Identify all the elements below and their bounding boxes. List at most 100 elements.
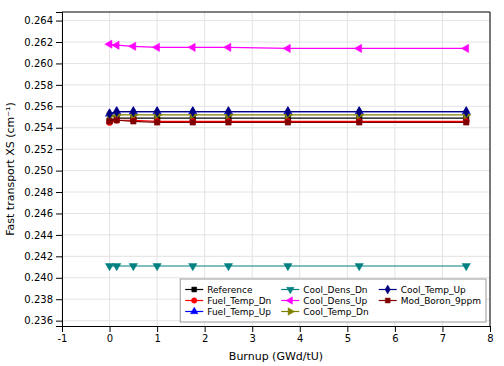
- grid-line: [490, 12, 491, 326]
- marker: [154, 107, 160, 117]
- tick: 2: [202, 326, 208, 344]
- tick: 4: [297, 326, 303, 344]
- tick-label: 0.238: [24, 294, 53, 305]
- tick-mark: [205, 326, 206, 332]
- marker: [153, 264, 161, 271]
- grid-line: [62, 84, 490, 85]
- legend-item: Cool_Temp_Dn: [281, 307, 368, 317]
- tick-mark: [56, 213, 62, 214]
- marker: [113, 264, 121, 271]
- tick-mark: [56, 256, 62, 257]
- tick-mark: [56, 106, 62, 107]
- legend-box: [180, 279, 486, 322]
- x-axis-title: Burnup (GWd/tU): [229, 350, 323, 363]
- grid-line: [62, 127, 490, 128]
- tick-label: 0.244: [24, 230, 53, 241]
- tick: 5: [345, 326, 351, 344]
- legend-item: Mod_Boron_9ppm: [379, 296, 481, 306]
- marker: [106, 119, 112, 125]
- legend-symbol: [385, 298, 390, 303]
- tick-label: 0.242: [24, 251, 53, 262]
- tick-label: 0.262: [24, 37, 53, 48]
- legend-symbol: [287, 287, 294, 293]
- tick-mark: [157, 326, 158, 332]
- tick-label: 0: [107, 333, 113, 344]
- tick: 1: [154, 326, 160, 344]
- tick: 0.254: [24, 122, 62, 133]
- x-axis: -1012345678: [58, 326, 494, 344]
- tick-label: 0.254: [24, 122, 53, 133]
- marker: [356, 107, 362, 117]
- marker: [356, 120, 361, 125]
- grid-line: [62, 256, 490, 257]
- tick-label: 4: [297, 333, 303, 344]
- legend-label: Fuel_Temp_Up: [207, 307, 271, 317]
- tick-label: 0.236: [24, 315, 53, 326]
- frame: [62, 12, 490, 13]
- tick-label: 0.264: [24, 15, 53, 26]
- grid-line: [157, 12, 158, 326]
- marker: [188, 43, 195, 51]
- tick-label: 0.256: [24, 101, 53, 112]
- marker: [463, 120, 468, 125]
- tick-label: 0.248: [24, 187, 53, 198]
- marker: [107, 119, 112, 124]
- legend-symbol: [288, 308, 294, 315]
- tick-label: 0.260: [24, 58, 53, 69]
- legend-symbol: [191, 307, 198, 313]
- grid-line: [62, 20, 490, 21]
- tick-label: 1: [154, 333, 160, 344]
- series: [105, 40, 469, 53]
- tick-mark: [56, 192, 62, 193]
- tick-mark: [56, 321, 62, 322]
- series-layer: [105, 40, 471, 271]
- marker: [284, 264, 292, 271]
- tick: 0.248: [24, 187, 62, 198]
- tick: 0.260: [24, 58, 62, 69]
- frame: [490, 12, 491, 326]
- marker: [129, 264, 137, 271]
- tick: 0.252: [24, 144, 62, 155]
- marker: [226, 120, 231, 125]
- tick-mark: [56, 85, 62, 86]
- plot: -10123456780.2360.2380.2400.2420.2440.24…: [24, 12, 493, 344]
- grid: [62, 12, 490, 326]
- marker: [114, 107, 120, 117]
- tick-label: 0.246: [24, 208, 53, 219]
- marker: [285, 120, 290, 125]
- marker: [224, 43, 231, 51]
- marker: [114, 117, 119, 122]
- tick-mark: [252, 326, 253, 332]
- series: [107, 117, 469, 125]
- tick: 0.246: [24, 208, 62, 219]
- grid-line: [62, 277, 490, 278]
- marker: [285, 107, 291, 117]
- tick-mark: [490, 326, 491, 332]
- tick-mark: [110, 326, 111, 332]
- tick-mark: [300, 326, 301, 332]
- tick-label: 8: [487, 333, 493, 344]
- marker: [105, 264, 113, 271]
- tick: 0.236: [24, 315, 62, 326]
- legend-label: Cool_Dens_Up: [303, 296, 367, 306]
- series: [105, 264, 470, 271]
- tick-mark: [56, 42, 62, 43]
- grid-line: [109, 12, 110, 326]
- tick: 0.250: [24, 165, 62, 176]
- grid-line: [62, 192, 490, 193]
- tick-label: 7: [440, 333, 446, 344]
- axis-line: [56, 13, 63, 327]
- tick-label: 0.240: [24, 272, 53, 283]
- tick: -1: [58, 326, 68, 344]
- legend-label: Cool_Temp_Up: [401, 285, 466, 295]
- y-axis-title: Fast transport XS (cm⁻¹): [4, 102, 17, 236]
- tick: 8: [487, 326, 493, 344]
- legend-item: Cool_Dens_Dn: [281, 285, 367, 295]
- tick-label: 0.250: [24, 165, 53, 176]
- y-axis: 0.236 0.238 0.240 0.242 0.244 0.246 0.248 0.250…: [24, 13, 62, 327]
- tick-label: 2: [202, 333, 208, 344]
- tick-mark: [56, 149, 62, 150]
- tick-label: 0.258: [24, 80, 53, 91]
- tick-label: 5: [345, 333, 351, 344]
- marker: [107, 109, 113, 119]
